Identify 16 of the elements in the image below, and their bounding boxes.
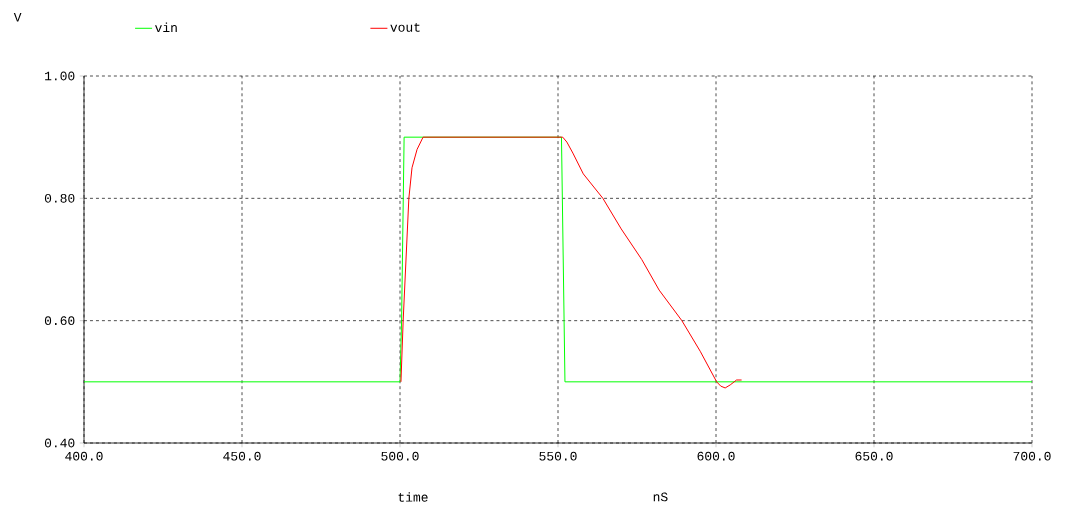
y-tick-label: 1.00	[45, 71, 75, 81]
x-tick-label: 650.0	[855, 451, 893, 461]
x-axis-title: time	[398, 492, 428, 502]
x-tick-label: 550.0	[539, 451, 577, 461]
x-tick-label: 700.0	[1013, 451, 1051, 461]
y-axis-title: V	[13, 13, 22, 22]
y-tick-label: 0.40	[44, 438, 75, 448]
legend-label: vout	[390, 23, 420, 32]
legend-label: vin	[155, 22, 177, 33]
y-tick-label: 0.60	[44, 316, 75, 326]
y-tick-label: 0.80	[44, 193, 75, 203]
x-tick-label: 600.0	[697, 451, 735, 461]
x-tick-label: 450.0	[223, 451, 261, 461]
text: nS	[653, 492, 668, 502]
x-tick-label: 400.0	[65, 451, 103, 461]
x-tick-label: 500.0	[381, 451, 419, 461]
